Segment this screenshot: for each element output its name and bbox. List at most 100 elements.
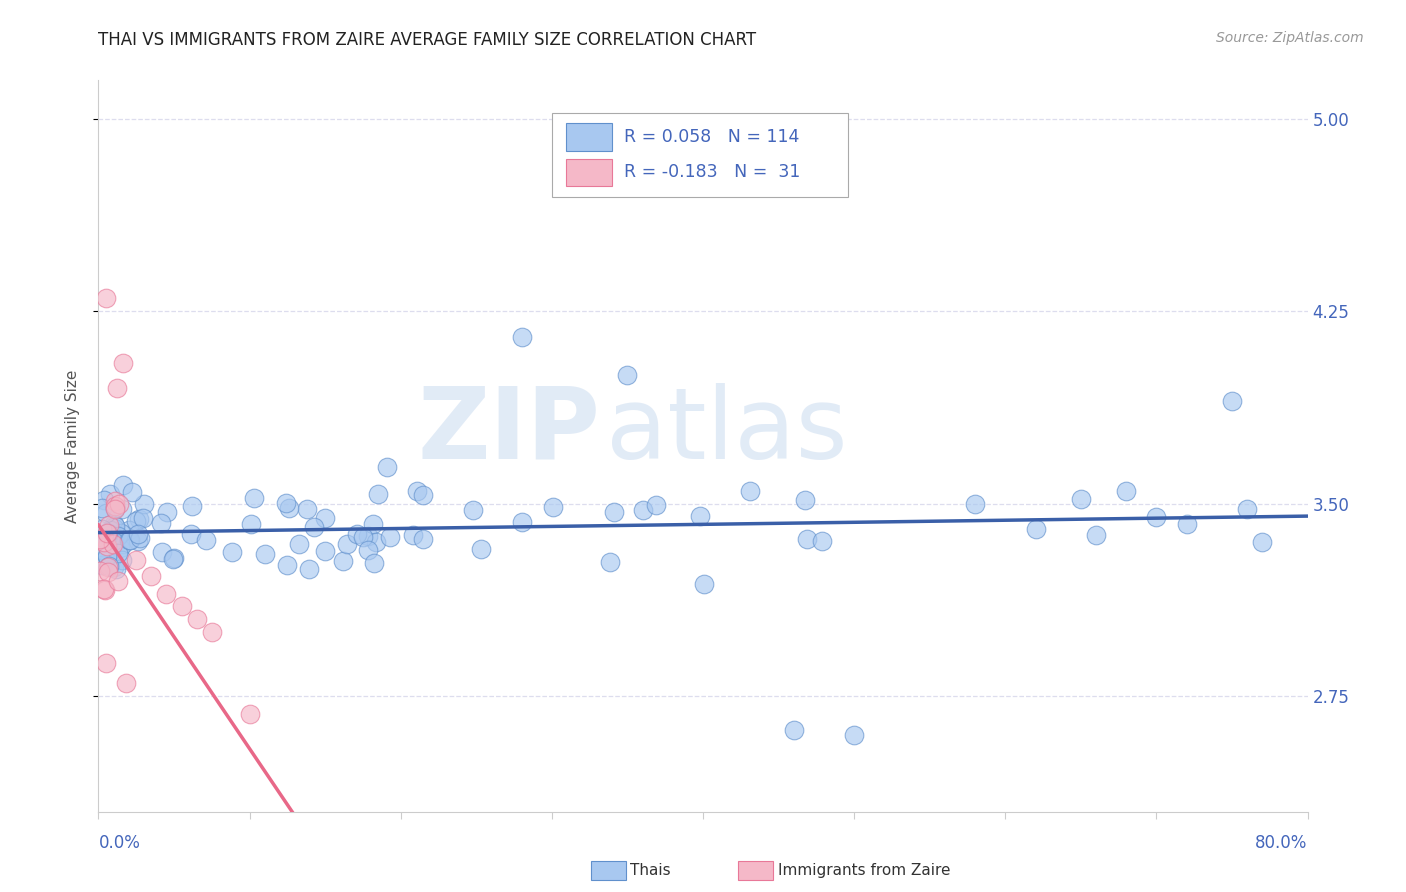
Point — [353, 530, 375, 544]
Point — [93, 493, 115, 508]
Point — [314, 511, 336, 525]
Point — [346, 526, 368, 541]
Point — [616, 368, 638, 383]
Point — [186, 612, 208, 626]
Text: atlas: atlas — [606, 383, 848, 480]
Point — [97, 560, 120, 574]
Point — [105, 381, 128, 395]
Point — [156, 505, 179, 519]
Point — [314, 544, 336, 558]
Bar — [567, 123, 613, 152]
Point — [118, 523, 141, 537]
Point — [89, 532, 111, 546]
Text: Thais: Thais — [630, 863, 671, 878]
Point — [412, 532, 434, 546]
Point — [201, 625, 224, 640]
Point — [104, 494, 127, 508]
Point — [162, 551, 184, 566]
Point — [112, 478, 135, 492]
Point — [221, 545, 243, 559]
Point — [1175, 517, 1198, 532]
Point — [107, 574, 129, 588]
Point — [1251, 535, 1274, 549]
Text: THAI VS IMMIGRANTS FROM ZAIRE AVERAGE FAMILY SIZE CORRELATION CHART: THAI VS IMMIGRANTS FROM ZAIRE AVERAGE FA… — [98, 31, 756, 49]
Point — [195, 533, 218, 547]
Point — [94, 656, 117, 670]
Point — [470, 541, 492, 556]
Point — [107, 546, 129, 560]
Point — [96, 506, 118, 520]
Point — [461, 503, 484, 517]
Point — [93, 534, 115, 549]
Point — [121, 484, 143, 499]
Point — [794, 492, 817, 507]
Text: ZIP: ZIP — [418, 383, 600, 480]
Point — [155, 586, 177, 600]
Point — [181, 500, 204, 514]
Point — [107, 529, 129, 543]
Point — [104, 502, 127, 516]
Point — [90, 522, 112, 536]
Point — [361, 517, 384, 532]
Text: R = -0.183   N =  31: R = -0.183 N = 31 — [624, 163, 801, 181]
Point — [693, 577, 716, 591]
Point — [97, 525, 120, 540]
Point — [97, 559, 120, 574]
Point — [740, 484, 762, 499]
Point — [94, 543, 117, 558]
Point — [277, 501, 299, 516]
Point — [844, 728, 866, 742]
Point — [91, 500, 114, 515]
Point — [599, 555, 621, 569]
Point — [1085, 527, 1108, 541]
FancyBboxPatch shape — [553, 113, 848, 197]
Point — [603, 505, 626, 519]
Point — [276, 558, 298, 573]
Point — [380, 530, 402, 544]
Point — [127, 534, 149, 549]
Point — [1115, 483, 1137, 498]
Point — [98, 530, 121, 544]
Point — [510, 330, 533, 344]
Point — [103, 537, 125, 551]
Point — [783, 723, 806, 737]
Point — [242, 491, 264, 505]
Point — [150, 544, 173, 558]
Point — [295, 502, 318, 516]
Point — [149, 516, 172, 530]
Point — [97, 517, 120, 532]
Point — [125, 553, 148, 567]
Point — [103, 517, 125, 532]
Point — [1220, 394, 1243, 409]
Point — [94, 292, 117, 306]
Point — [110, 525, 132, 540]
Point — [336, 536, 359, 550]
Point — [965, 497, 987, 511]
Point — [364, 535, 387, 549]
Point — [162, 551, 184, 566]
Point — [100, 523, 122, 537]
Point — [375, 459, 398, 474]
Point — [114, 676, 136, 690]
Point — [141, 568, 163, 582]
Point — [111, 355, 134, 369]
Point — [810, 534, 832, 549]
Point — [93, 532, 115, 546]
Point — [402, 528, 425, 542]
Text: R = 0.058   N = 114: R = 0.058 N = 114 — [624, 128, 800, 146]
Point — [357, 528, 380, 542]
Point — [253, 547, 276, 561]
Text: 0.0%: 0.0% — [98, 834, 141, 852]
Text: Source: ZipAtlas.com: Source: ZipAtlas.com — [1216, 31, 1364, 45]
Point — [1070, 491, 1092, 506]
Point — [104, 518, 127, 533]
Point — [405, 484, 427, 499]
Point — [180, 527, 202, 541]
Point — [299, 843, 322, 857]
Point — [97, 565, 120, 579]
Point — [298, 562, 321, 576]
Point — [96, 526, 118, 541]
Point — [103, 560, 125, 574]
Point — [111, 553, 134, 567]
Text: Immigrants from Zaire: Immigrants from Zaire — [778, 863, 950, 878]
